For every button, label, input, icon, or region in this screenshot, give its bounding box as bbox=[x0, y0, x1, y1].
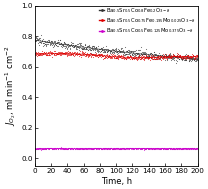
Legend: Ba$_{0.5}$Sr$_{0.5}$Co$_{0.8}$Fe$_{0.2}$O$_{3-\delta}$, Ba$_{0.5}$Sr$_{0.5}$Co$_: Ba$_{0.5}$Sr$_{0.5}$Co$_{0.8}$Fe$_{0.2}$… bbox=[99, 5, 197, 36]
Y-axis label: $J_{O_2}$, ml min$^{-1}$ cm$^{-2}$: $J_{O_2}$, ml min$^{-1}$ cm$^{-2}$ bbox=[4, 46, 19, 126]
X-axis label: Time, h: Time, h bbox=[101, 177, 132, 186]
